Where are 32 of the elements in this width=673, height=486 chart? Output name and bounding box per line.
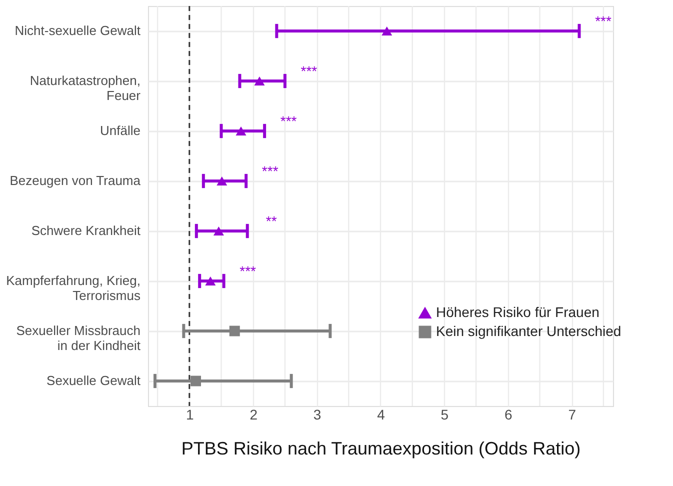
point <box>213 226 224 236</box>
point <box>205 276 216 286</box>
point <box>229 326 240 336</box>
annotation: *** <box>262 163 279 179</box>
x-tick-label: 1 <box>186 406 194 422</box>
annotation: *** <box>240 263 257 279</box>
point <box>190 376 202 386</box>
point <box>254 76 265 86</box>
point <box>236 126 246 136</box>
x-tick-label: 6 <box>504 406 512 422</box>
x-tick-label: 2 <box>250 406 258 422</box>
y-tick-label: Sexueller Missbrauch in der Kindheit <box>16 323 141 353</box>
y-tick-label: Bezeugen von Trauma <box>10 173 142 188</box>
legend-label: Höheres Risiko für Frauen <box>436 304 600 320</box>
x-tick-label: 4 <box>377 406 386 422</box>
y-tick-label: Nicht-sexuelle Gewalt <box>14 23 141 38</box>
x-tick-label: 5 <box>440 406 449 422</box>
y-tick-label: Naturkatastrophen, Feuer <box>30 73 142 103</box>
annotation: *** <box>300 63 318 79</box>
y-tick-label: Unfälle <box>100 123 140 138</box>
annotation: *** <box>595 13 612 29</box>
annotation: *** <box>280 113 298 129</box>
point <box>382 26 392 36</box>
point <box>216 176 228 186</box>
y-tick-label: Sexuelle Gewalt <box>46 373 141 388</box>
y-tick-label: Schwere Krankheit <box>31 223 141 238</box>
y-tick-label: Kampferfahrung, Krieg, Terrorismus <box>6 273 141 303</box>
annotation: ** <box>266 213 278 229</box>
x-tick-label: 7 <box>568 406 576 422</box>
legend-label: Kein signifikanter Unterschied <box>436 323 622 339</box>
x-axis-title: PTBS Risiko nach Traumaexposition (Odds Ratio) <box>181 438 581 458</box>
x-tick-label: 3 <box>313 406 322 422</box>
